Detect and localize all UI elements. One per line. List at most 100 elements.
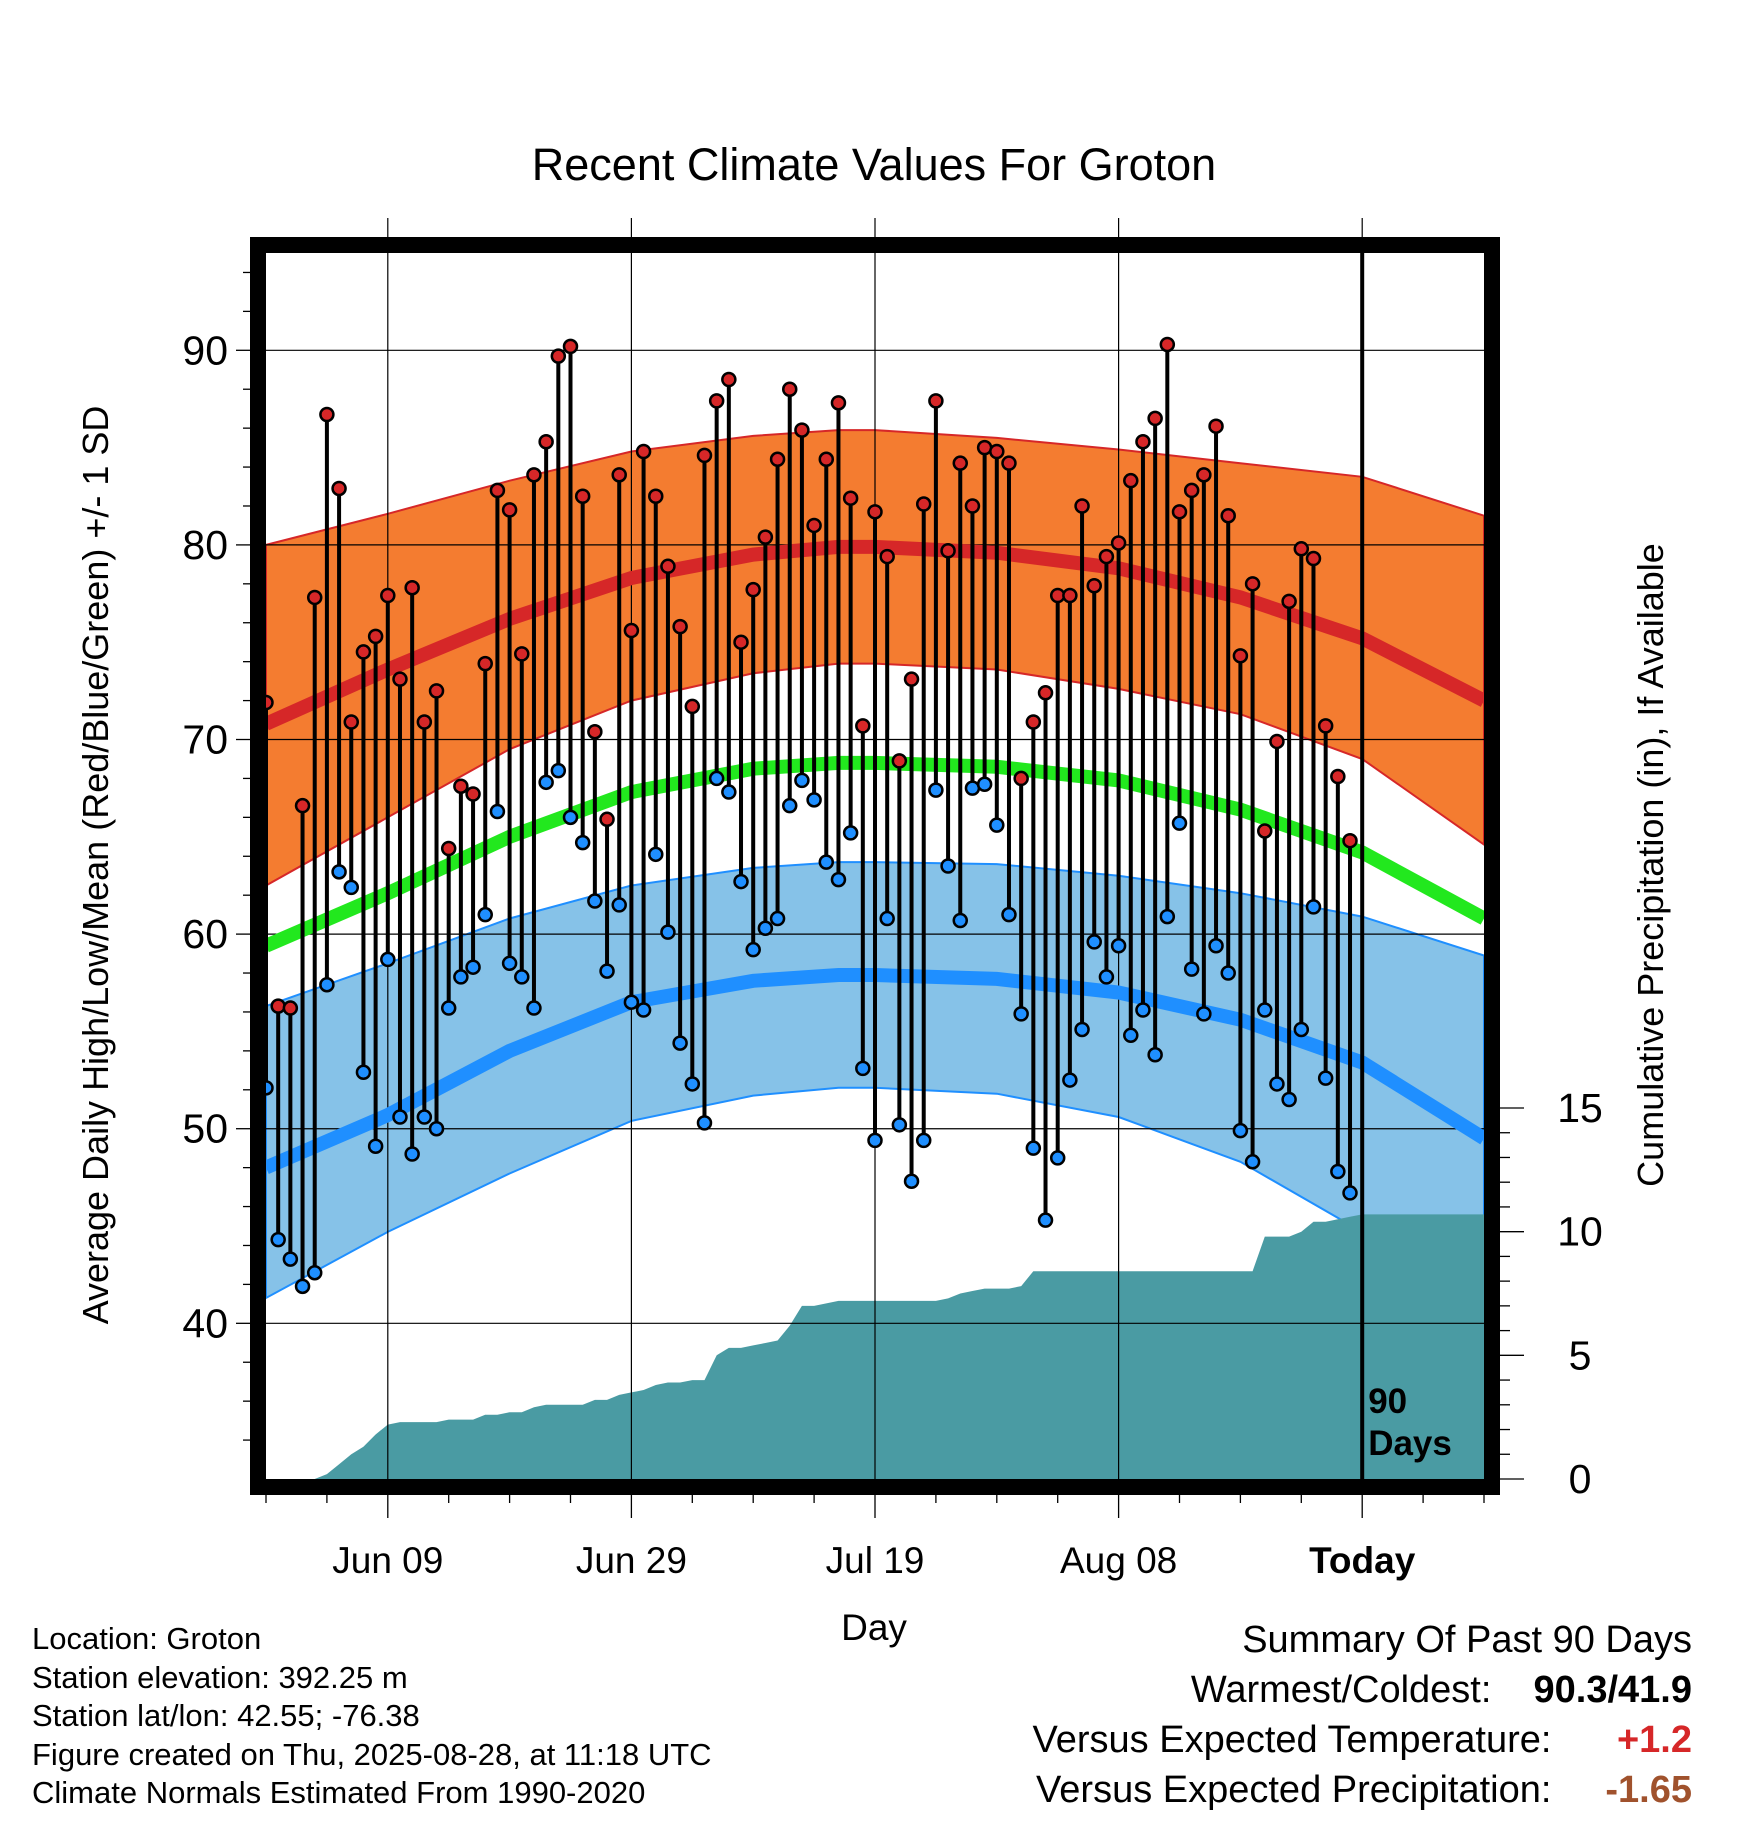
- daily-high-point: [440, 840, 457, 857]
- daily-low-point: [1208, 938, 1224, 954]
- daily-high-point: [1147, 410, 1163, 427]
- daily-low-point: [623, 994, 640, 1010]
- daily-high-point: [708, 393, 725, 409]
- daily-low-point: [343, 879, 360, 896]
- daily-low-point: [587, 893, 603, 909]
- daily-low-point: [818, 854, 835, 870]
- daily-high-point: [964, 498, 981, 514]
- daily-low-point: [806, 792, 822, 808]
- daily-high-point: [1110, 535, 1127, 551]
- daily-high-point: [745, 581, 761, 598]
- x-tick-label: Jun 29: [576, 1540, 687, 1581]
- daily-low-point: [1001, 906, 1017, 923]
- daily-low-point: [769, 910, 786, 927]
- daily-high-point: [623, 622, 640, 639]
- y-tick-label: 60: [182, 911, 228, 957]
- daily-low-point: [1244, 1154, 1261, 1170]
- daily-low-point: [282, 1251, 299, 1267]
- daily-high-point: [806, 517, 822, 534]
- daily-high-point: [1086, 578, 1102, 594]
- daily-low-point: [915, 1132, 932, 1149]
- daily-low-point: [599, 963, 615, 979]
- daily-high-point: [587, 723, 603, 740]
- daily-low-point: [574, 834, 591, 851]
- daily-low-point: [684, 1076, 701, 1092]
- daily-low-point: [989, 817, 1005, 833]
- daily-high-point: [794, 422, 810, 438]
- plot-area: 90 Days: [250, 218, 1500, 1495]
- daily-low-point: [648, 846, 664, 863]
- today-label-line: 90: [1368, 1382, 1407, 1421]
- daily-high-point: [721, 371, 737, 388]
- daily-high-point: [367, 628, 384, 645]
- daily-high-point: [648, 488, 664, 505]
- daily-high-point: [1025, 714, 1042, 730]
- daily-high-point: [818, 451, 835, 468]
- daily-high-point: [1098, 548, 1115, 565]
- daily-low-point: [514, 969, 530, 985]
- daily-high-point: [1062, 587, 1078, 604]
- daily-high-point: [526, 467, 542, 483]
- daily-low-point: [708, 770, 725, 787]
- y-tick-label: 40: [182, 1300, 228, 1346]
- y2-tick-label: 0: [1569, 1456, 1592, 1502]
- daily-high-point: [1171, 504, 1188, 520]
- latlon-text: Station lat/lon: 42.55; -76.38: [32, 1698, 420, 1733]
- daily-high-point: [501, 502, 518, 518]
- daily-high-point: [1001, 455, 1017, 471]
- daily-high-point: [331, 480, 347, 497]
- y-axis-left: 40 50 60 70 80 90: [182, 271, 250, 1441]
- daily-high-point: [781, 381, 798, 397]
- today-marker: 90 Days: [1360, 253, 1452, 1479]
- daily-low-point: [952, 912, 969, 929]
- normal-low-line: [263, 968, 1488, 1175]
- daily-low-point: [855, 1060, 871, 1077]
- daily-low-point: [1220, 965, 1236, 981]
- daily-high-point: [757, 529, 774, 545]
- daily-high-point: [1342, 832, 1358, 849]
- daily-high-point: [1183, 482, 1200, 499]
- location-text: Location: Groton: [32, 1621, 262, 1656]
- daily-low-point: [1062, 1072, 1078, 1088]
- daily-high-point: [1293, 541, 1310, 557]
- daily-low-point: [1037, 1212, 1054, 1228]
- daily-low-point: [745, 941, 761, 958]
- daily-low-point: [867, 1132, 883, 1149]
- daily-low-point: [830, 871, 847, 888]
- daily-low-point: [1098, 969, 1115, 985]
- daily-low-point: [1086, 934, 1102, 950]
- daily-high-point: [1330, 768, 1346, 785]
- daily-low-point: [538, 774, 554, 791]
- normal-mean-line: [263, 755, 1488, 953]
- daily-high-point: [830, 395, 847, 411]
- daily-low-point: [928, 782, 944, 798]
- daily-high-point: [733, 634, 749, 650]
- y-tick-label: 80: [182, 522, 228, 568]
- temp-label: Versus Expected Temperature:: [1032, 1719, 1552, 1761]
- x-axis-label: Day: [841, 1607, 907, 1648]
- normals-text: Climate Normals Estimated From 1990-2020: [32, 1775, 646, 1810]
- daily-low-point: [1196, 1006, 1212, 1022]
- daily-high-point: [380, 587, 396, 604]
- normal-high-line: [263, 539, 1488, 731]
- daily-low-point: [1013, 1006, 1029, 1022]
- daily-low-point: [1330, 1163, 1346, 1180]
- daily-high-point: [1317, 718, 1334, 734]
- daily-high-point: [1305, 550, 1322, 567]
- daily-high-point: [392, 671, 408, 687]
- chart-title: Recent Climate Values For Groton: [532, 139, 1216, 190]
- daily-high-point: [416, 714, 433, 730]
- daily-low-point: [696, 1115, 713, 1131]
- daily-high-point: [1074, 498, 1090, 514]
- daily-low-point: [465, 959, 481, 975]
- daily-low-point: [1049, 1150, 1066, 1166]
- daily-high-point: [1013, 770, 1029, 787]
- daily-high-point: [465, 786, 481, 802]
- daily-low-point: [672, 1035, 688, 1051]
- daily-high-point: [477, 655, 493, 672]
- daily-low-point: [794, 772, 810, 789]
- precip-label: Versus Expected Precipitation:: [1036, 1769, 1552, 1811]
- daily-high-point: [903, 671, 920, 687]
- daily-low-point: [1123, 1027, 1139, 1044]
- daily-high-point: [1269, 733, 1285, 750]
